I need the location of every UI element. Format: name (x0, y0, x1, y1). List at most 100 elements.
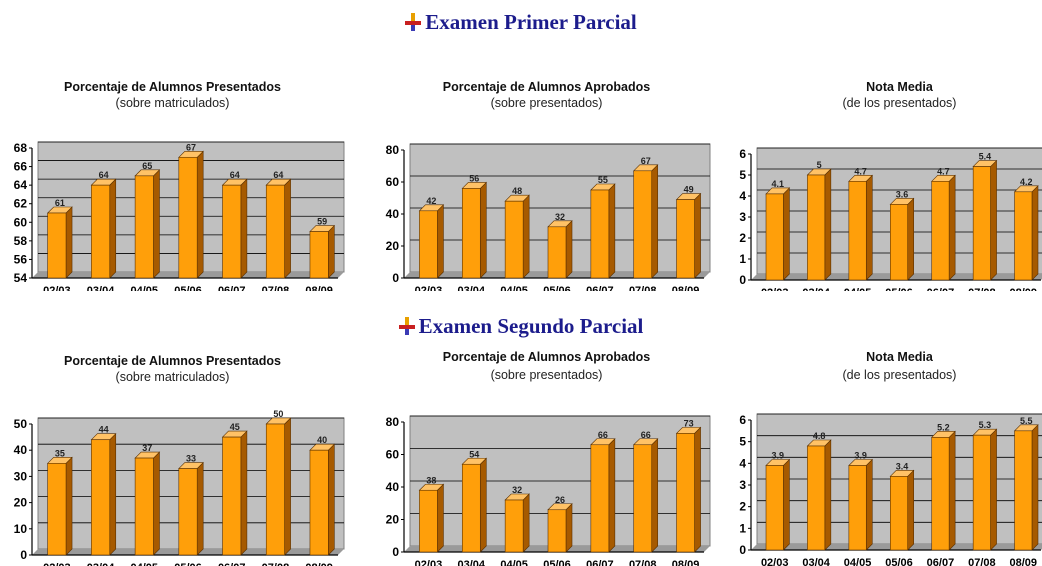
x-tick-label: 06/07 (927, 557, 955, 566)
x-tick-label: 06/07 (586, 285, 614, 291)
y-tick-label: 54 (14, 271, 28, 285)
bar (265, 423, 285, 556)
data-label: 64 (99, 170, 109, 180)
data-label: 50 (273, 409, 283, 419)
chart-subtitle: (de los presentados) (842, 368, 957, 382)
data-label: 65 (142, 161, 152, 171)
x-tick-label: 05/06 (885, 557, 913, 566)
x-tick-label: 08/09 (672, 285, 700, 291)
bar (47, 463, 67, 556)
bar (1014, 430, 1033, 551)
chart-subtitle: (sobre matriculados) (115, 370, 230, 384)
x-tick-label: 05/06 (885, 287, 913, 291)
y-tick-label: 80 (386, 415, 400, 429)
bar (419, 210, 438, 279)
bar (590, 444, 610, 553)
bar-side (479, 457, 487, 553)
data-label: 3.6 (896, 189, 909, 199)
data-label: 32 (512, 485, 522, 495)
bar (807, 174, 826, 281)
x-tick-label: 03/04 (802, 287, 830, 291)
y-tick-label: 0 (739, 543, 746, 557)
y-tick-label: 1 (739, 521, 746, 535)
y-tick-label: 2 (739, 500, 746, 514)
x-tick-label: 07/08 (968, 557, 996, 566)
chart-subtitle: (sobre presentados) (490, 96, 603, 110)
bar (134, 175, 154, 279)
chart-nota-media-segundo: Nota Media (de los presentados) 0 1 2 3 4 5 6 3… (727, 350, 1042, 566)
bar-side (948, 430, 956, 551)
bar (91, 439, 111, 556)
x-tick-label: 04/05 (500, 285, 528, 291)
y-tick-label: 40 (14, 443, 28, 457)
data-label: 4.1 (771, 179, 784, 189)
bar-side (284, 178, 291, 279)
data-label: 48 (512, 186, 522, 196)
chart-aprobados-segundo: Porcentaje de Alumnos Aprobados (sobre p… (374, 350, 719, 566)
x-tick-label: 08/09 (1010, 557, 1038, 566)
bar (633, 170, 653, 279)
data-label: 67 (641, 156, 651, 166)
bar (765, 465, 784, 551)
data-label: 64 (273, 170, 283, 180)
bar-side (328, 443, 335, 556)
y-tick-label: 4 (739, 456, 746, 470)
bar-side (651, 164, 659, 279)
chart-title: Porcentaje de Alumnos Aprobados (442, 350, 651, 364)
bar-side (109, 178, 117, 279)
x-tick-label: 02/03 (43, 562, 71, 566)
y-tick-label: 60 (14, 215, 28, 229)
y-tick-label: 68 (14, 141, 28, 155)
bar-side (608, 438, 616, 553)
y-tick-label: 58 (14, 234, 28, 248)
x-tick-label: 03/04 (87, 562, 115, 566)
bar-side (651, 438, 659, 553)
bar-side (522, 194, 530, 279)
bar-side (865, 174, 873, 281)
x-tick-label: 07/08 (968, 287, 996, 291)
y-tick-label: 0 (20, 548, 27, 562)
y-tick-label: 64 (14, 178, 28, 192)
bar (547, 226, 567, 279)
chart-title: Porcentaje de Alumnos Presentados (64, 80, 281, 94)
bar-side (990, 428, 997, 551)
bar-chart: 0 1 2 3 4 5 6 4.1 02/03 5 03/04 4.7 04/05 3.6 05/06 4.7… (739, 147, 1042, 291)
x-tick-label: 04/05 (844, 557, 872, 566)
data-label: 4.2 (1020, 177, 1033, 187)
y-tick-label: 2 (739, 231, 746, 245)
data-label: 44 (99, 425, 109, 435)
bar-chart: 54 56 58 60 62 64 66 68 61 02/03 64 03/04 65 04/05 67 0… (14, 141, 345, 291)
bar-side (240, 430, 248, 556)
chart-presentados-primer: Porcentaje de Alumnos Presentados (sobre… (0, 76, 345, 291)
x-tick-label: 07/08 (629, 559, 657, 566)
data-label: 59 (317, 217, 327, 227)
x-tick-label: 04/05 (844, 287, 872, 291)
bar-side (328, 224, 335, 279)
data-label: 66 (641, 430, 651, 440)
data-label: 5.2 (937, 422, 950, 432)
data-label: 55 (598, 175, 608, 185)
data-label: 4.8 (813, 431, 826, 441)
bar-chart: 0 10 20 30 40 50 35 02/03 44 03/04 37 04/05 33 05/06 4… (14, 409, 345, 566)
x-tick-label: 05/06 (543, 285, 571, 291)
bar-side (196, 461, 204, 556)
x-tick-label: 06/07 (218, 562, 246, 566)
data-label: 5.5 (1020, 416, 1033, 426)
bar-side (824, 439, 832, 551)
data-label: 38 (426, 475, 436, 485)
bar-side (948, 174, 956, 281)
y-tick-label: 10 (14, 522, 28, 536)
x-tick-label: 05/06 (174, 562, 202, 566)
y-tick-label: 6 (739, 413, 746, 427)
x-tick-label: 07/08 (629, 285, 657, 291)
x-tick-label: 02/03 (415, 285, 443, 291)
push-pin-icon (398, 316, 415, 341)
y-tick-label: 3 (739, 210, 746, 224)
data-label: 5 (817, 160, 822, 170)
y-tick-label: 0 (739, 273, 746, 287)
bar (222, 436, 242, 556)
bar (848, 465, 867, 551)
x-tick-label: 03/04 (87, 285, 115, 291)
chart-presentados-segundo: Porcentaje de Alumnos Presentados (sobre… (0, 350, 345, 566)
x-tick-label: 07/08 (262, 285, 290, 291)
